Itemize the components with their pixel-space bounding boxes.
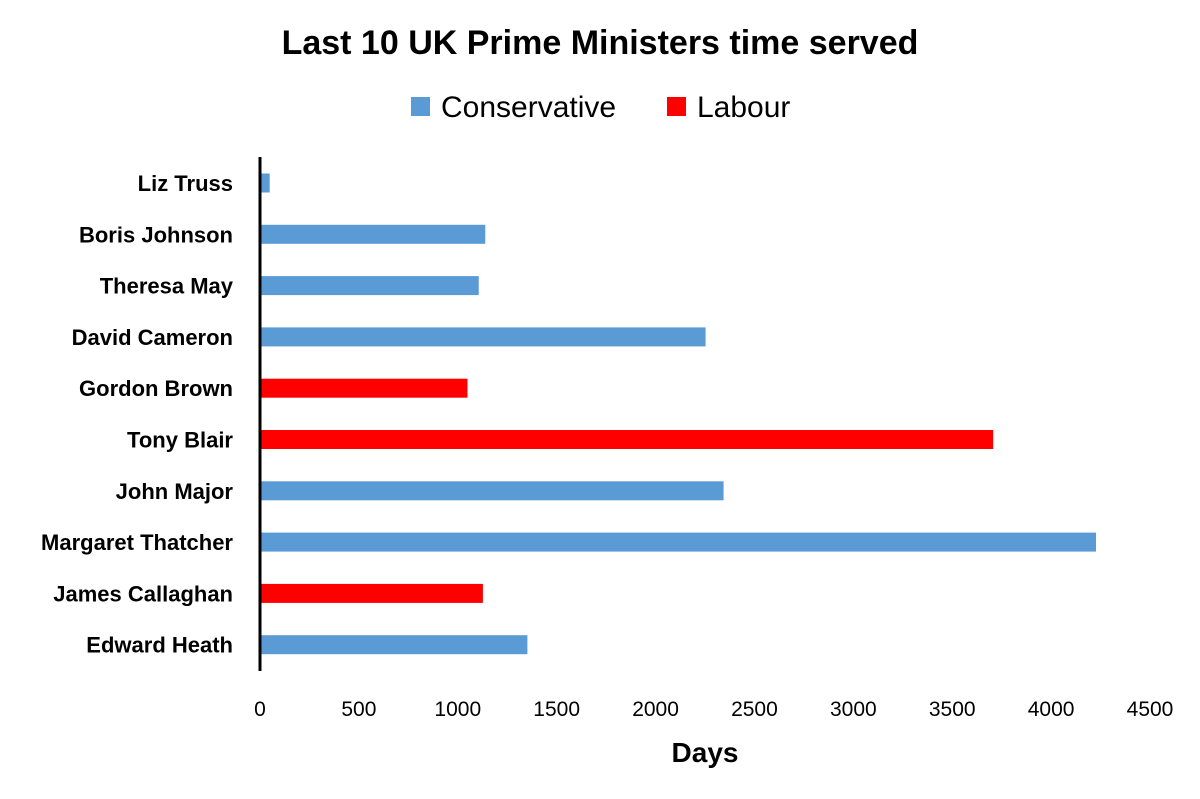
bar-james-callaghan bbox=[260, 583, 483, 603]
bar-john-major bbox=[260, 481, 724, 501]
bar-margaret-thatcher bbox=[260, 532, 1097, 552]
bar-theresa-may bbox=[260, 276, 479, 296]
category-label-edward-heath: Edward Heath bbox=[86, 633, 233, 658]
legend: Conservative Labour bbox=[411, 91, 790, 124]
category-label-james-callaghan: James Callaghan bbox=[53, 581, 233, 606]
x-tick-label-1500: 1500 bbox=[533, 698, 580, 721]
x-tick-label-500: 500 bbox=[341, 698, 376, 721]
chart-title: Last 10 UK Prime Ministers time served bbox=[282, 24, 919, 62]
bar-edward-heath bbox=[260, 635, 528, 655]
category-label-liz-truss: Liz Truss bbox=[138, 171, 233, 196]
bar-liz-truss bbox=[260, 173, 270, 193]
category-label-tony-blair: Tony Blair bbox=[127, 428, 233, 453]
bar-david-cameron bbox=[260, 327, 706, 347]
category-label-margaret-thatcher: Margaret Thatcher bbox=[41, 530, 233, 555]
legend-swatch-labour bbox=[667, 97, 686, 116]
category-label-john-major: John Major bbox=[116, 479, 234, 504]
x-tick-label-2500: 2500 bbox=[731, 698, 778, 721]
x-tick-label-3500: 3500 bbox=[929, 698, 976, 721]
legend-swatch-conservative bbox=[411, 97, 430, 116]
x-tick-label-0: 0 bbox=[254, 698, 266, 721]
category-label-gordon-brown: Gordon Brown bbox=[79, 376, 233, 401]
legend-label-conservative: Conservative bbox=[441, 91, 616, 124]
x-tick-label-1000: 1000 bbox=[434, 698, 481, 721]
category-label-david-cameron: David Cameron bbox=[72, 325, 233, 350]
x-tick-label-4500: 4500 bbox=[1127, 698, 1174, 721]
bar-gordon-brown bbox=[260, 378, 468, 398]
x-tick-label-2000: 2000 bbox=[632, 698, 679, 721]
legend-label-labour: Labour bbox=[697, 91, 790, 124]
category-label-boris-johnson: Boris Johnson bbox=[79, 222, 233, 247]
category-labels: Liz Truss Boris Johnson Theresa May David C… bbox=[41, 171, 234, 658]
bar-boris-johnson bbox=[260, 224, 486, 244]
x-axis-title: Days bbox=[672, 737, 739, 768]
x-tick-label-3000: 3000 bbox=[830, 698, 877, 721]
bars-group bbox=[260, 173, 1097, 655]
x-tick-labels: 0 500 1000 1500 2000 2500 3000 3500 4000 4500 bbox=[254, 698, 1173, 721]
x-tick-label-4000: 4000 bbox=[1028, 698, 1075, 721]
bar-tony-blair bbox=[260, 430, 994, 449]
category-label-theresa-may: Theresa May bbox=[100, 274, 234, 299]
